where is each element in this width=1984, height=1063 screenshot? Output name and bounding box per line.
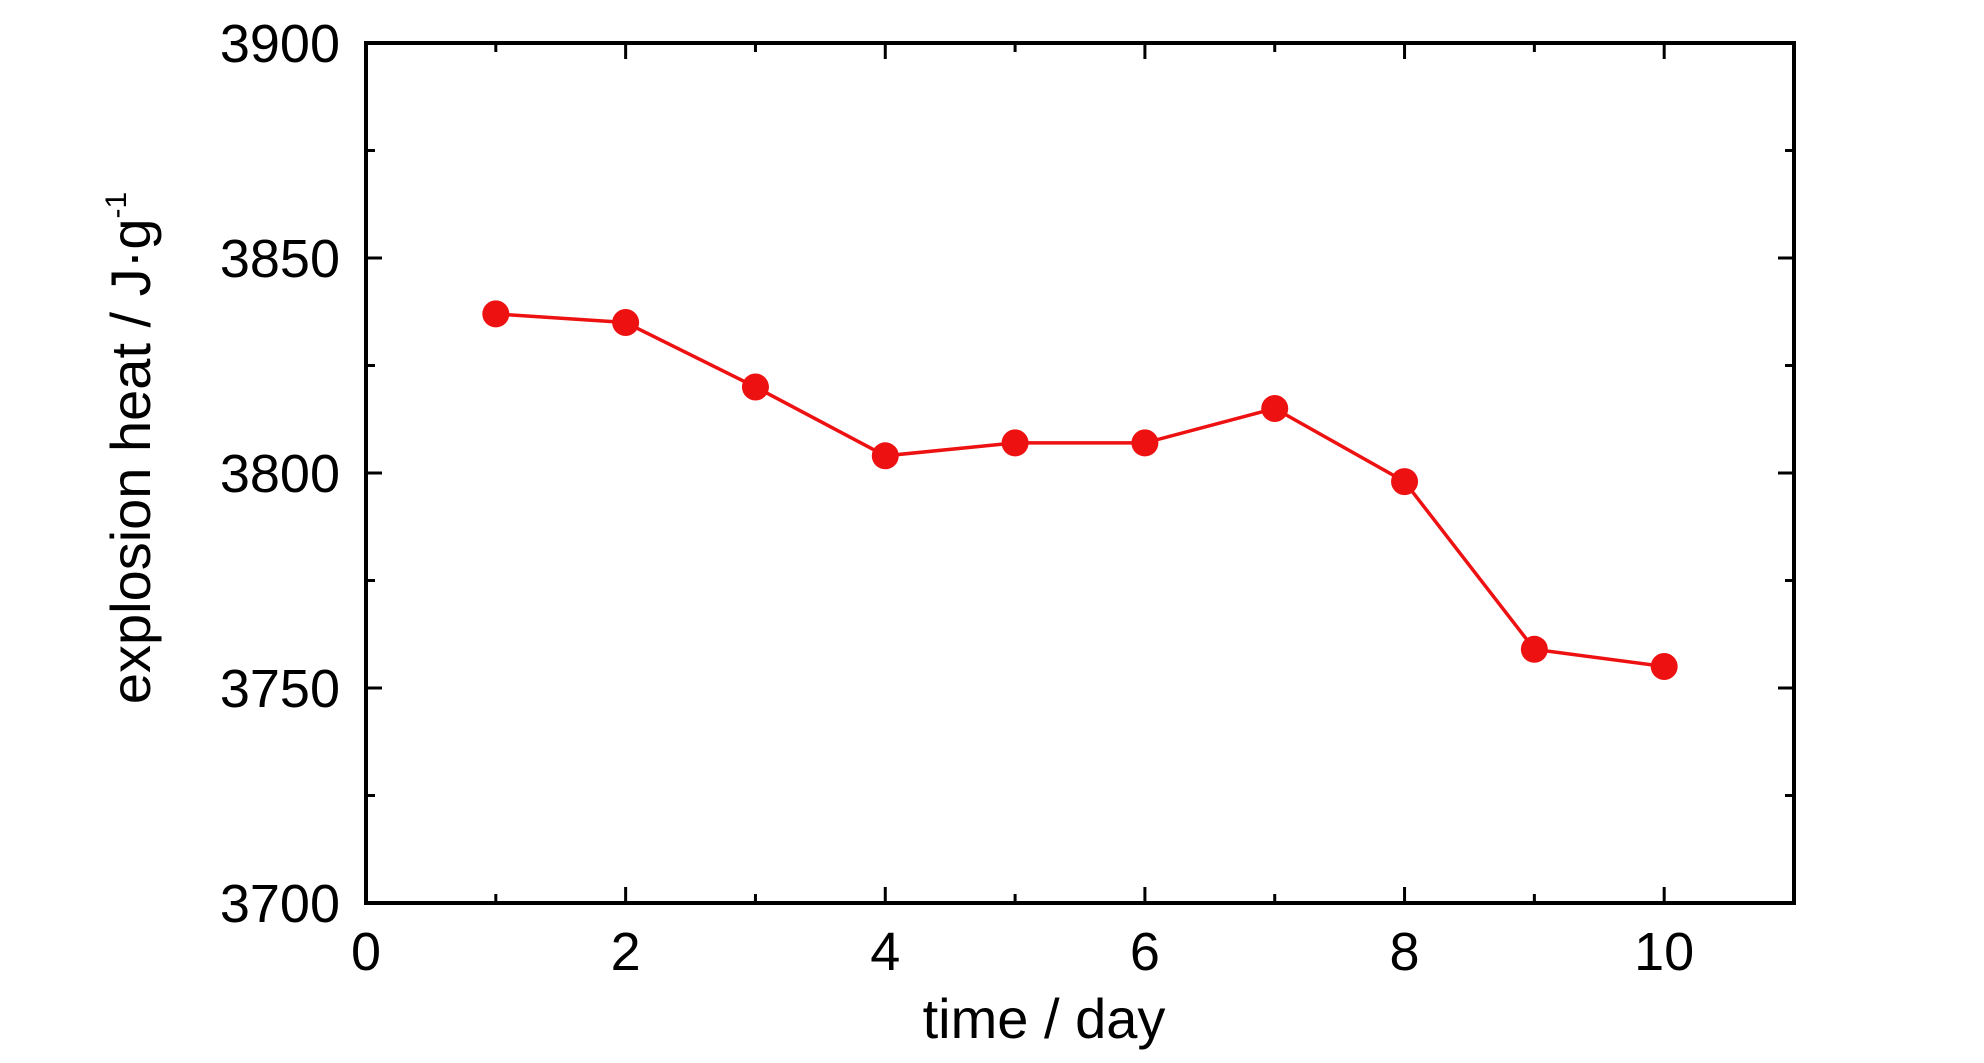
y-tick-label: 3700 xyxy=(220,874,340,934)
y-axis-title-superscript: -1 xyxy=(100,192,133,219)
x-tick-label: 4 xyxy=(870,922,900,982)
x-axis-title: time / day xyxy=(923,987,1166,1050)
plot-frame xyxy=(364,41,1796,905)
data-series xyxy=(482,300,1678,680)
y-tick-label: 3800 xyxy=(220,444,340,504)
axis-ticks xyxy=(364,41,1796,905)
data-point xyxy=(1650,653,1678,680)
data-point xyxy=(1520,635,1548,663)
data-point xyxy=(1131,429,1159,457)
y-tick-label: 3900 xyxy=(220,14,340,74)
x-tick-label: 0 xyxy=(351,922,381,982)
x-tick-label: 6 xyxy=(1130,922,1160,982)
data-point xyxy=(871,442,899,470)
data-point xyxy=(741,373,769,401)
y-axis-title-main: explosion heat / J·g xyxy=(99,219,162,705)
y-tick-label: 3750 xyxy=(220,659,340,719)
series-line xyxy=(495,312,1665,669)
x-tick-label: 2 xyxy=(611,922,641,982)
y-axis-title: explosion heat / J·g-1 xyxy=(99,192,162,704)
y-tick-label: 3850 xyxy=(220,229,340,289)
axis-tick-labels: 0 2 4 6 8 10 3700 3750 3800 3850 3900 xyxy=(220,14,1694,982)
svg-text:explosion heat / J·g-1: explosion heat / J·g-1 xyxy=(99,192,162,704)
data-point xyxy=(1391,468,1419,496)
data-point xyxy=(1001,429,1029,457)
data-point xyxy=(482,300,510,328)
data-point xyxy=(612,309,640,336)
x-tick-label: 8 xyxy=(1390,922,1420,982)
data-point xyxy=(1261,395,1289,422)
x-tick-label: 10 xyxy=(1634,922,1694,982)
